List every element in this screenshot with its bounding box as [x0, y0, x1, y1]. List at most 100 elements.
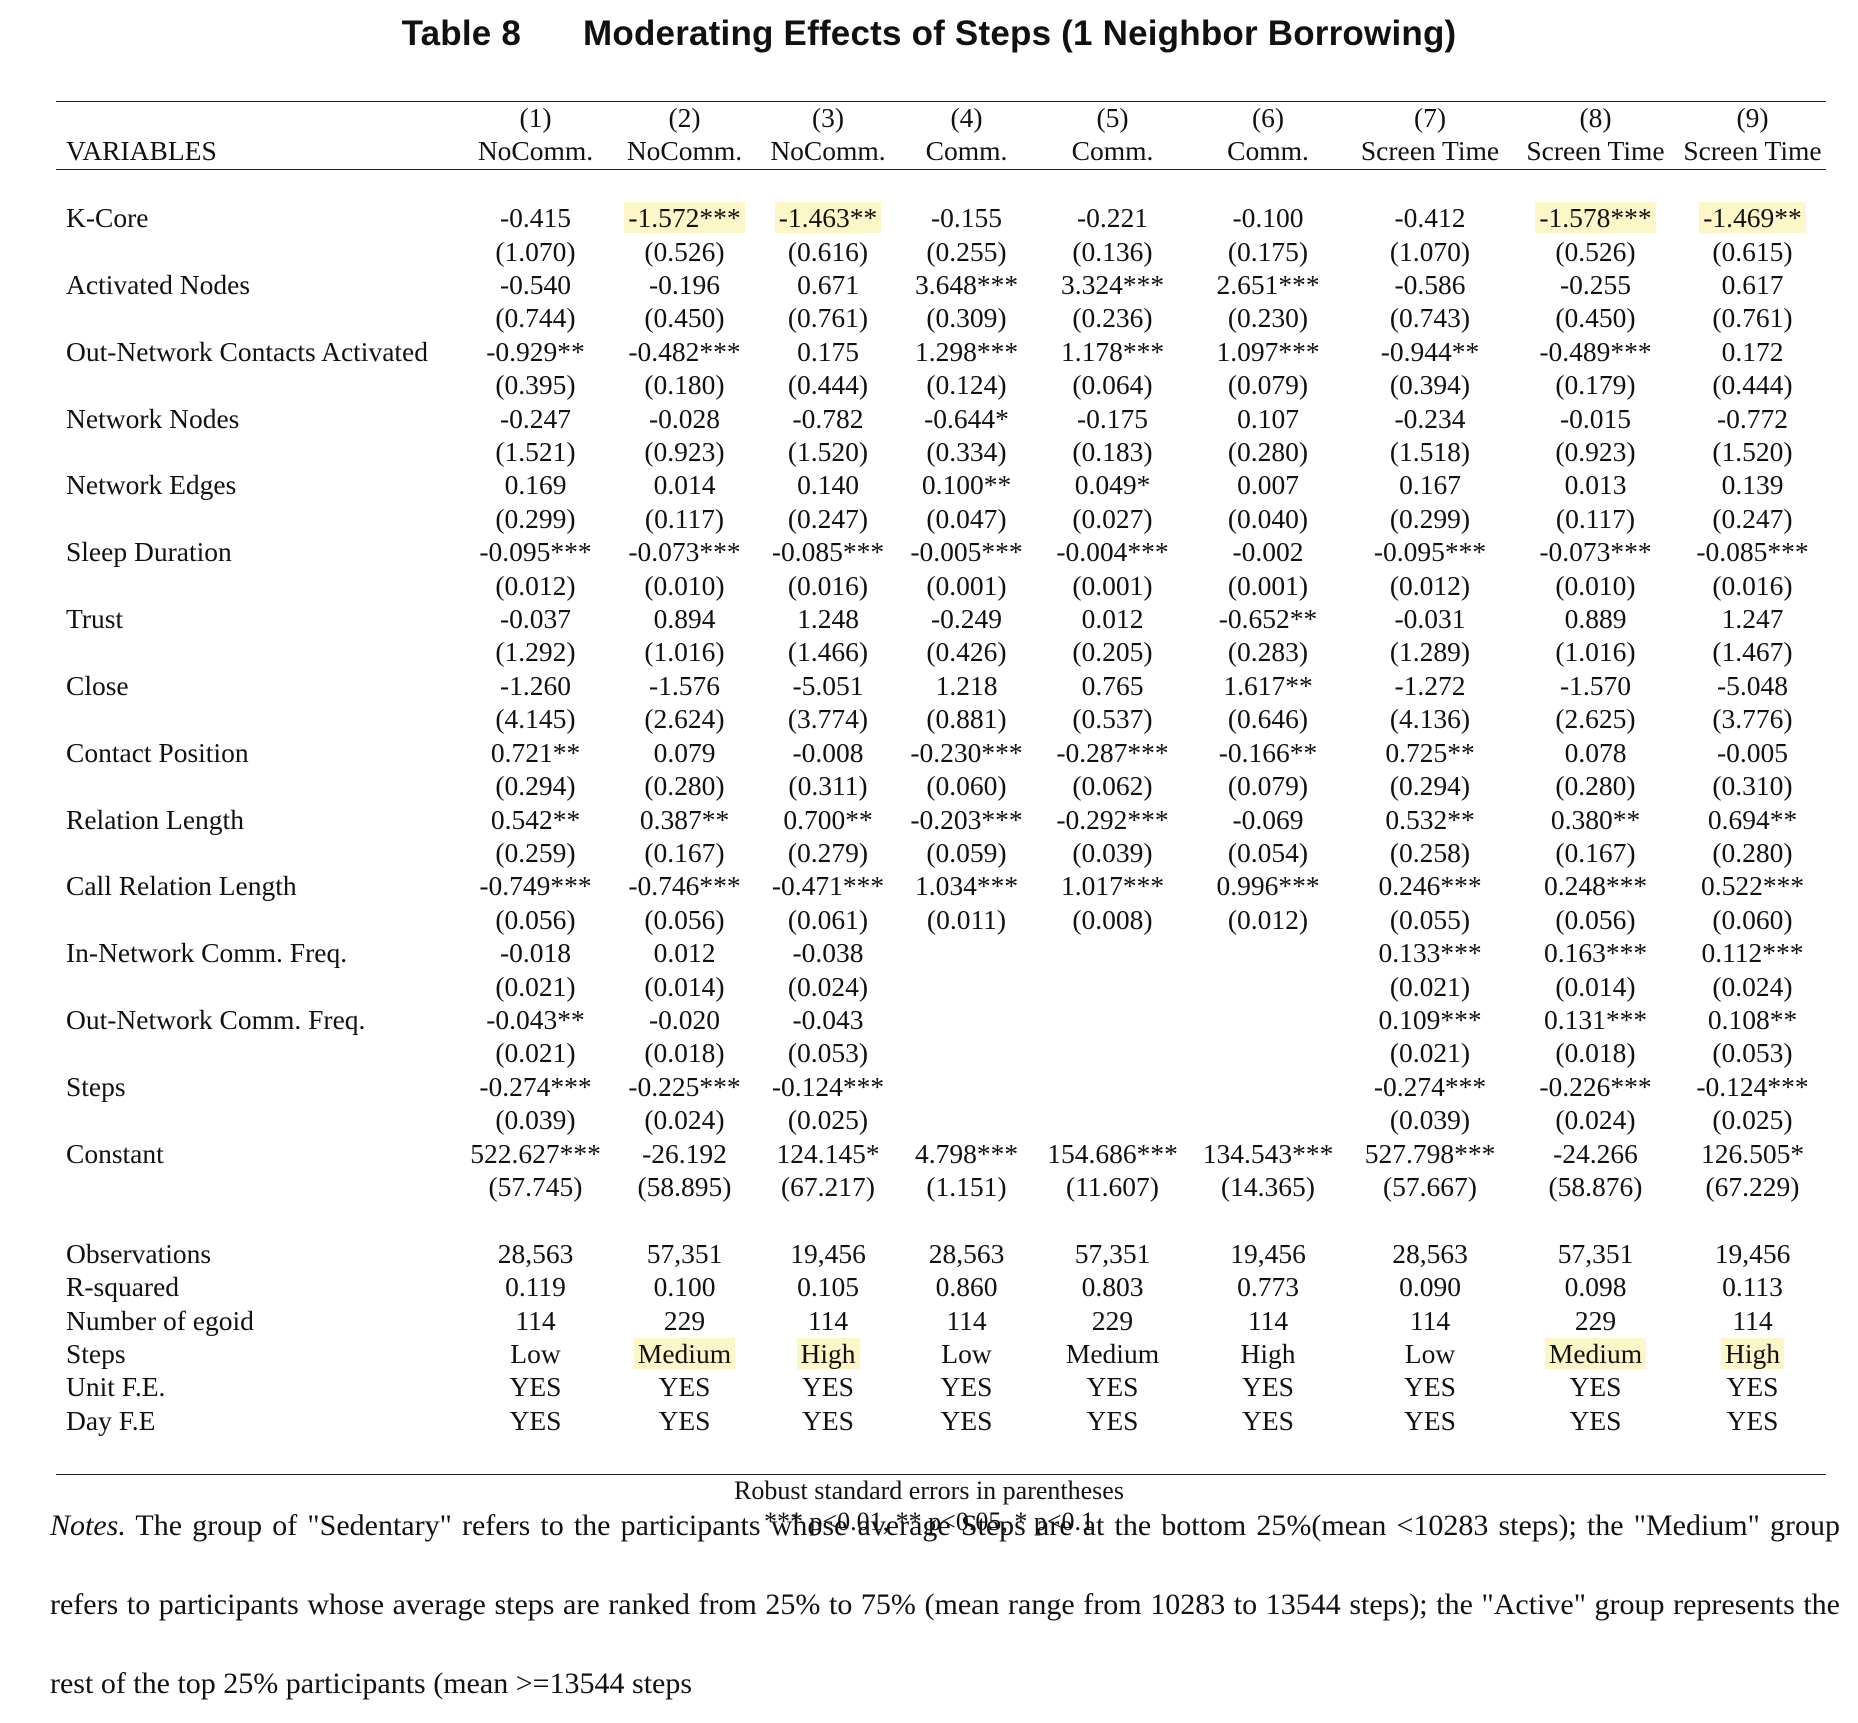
stat-cell: YES — [509, 1404, 562, 1436]
coef-cell: 0.765 — [1081, 669, 1144, 701]
se-row: (1.521) (0.923) (1.520) (0.334) (0.183) (0.28… — [56, 435, 1826, 468]
se-label-blank — [56, 569, 462, 602]
coef-row: Activated Nodes -0.540 -0.196 0.671 3.648***… — [56, 268, 1826, 301]
stat-row: R-squared 0.119 0.100 0.105 0.860 0.803 0.773 0… — [56, 1270, 1826, 1303]
se-cell: (1.467) — [1712, 636, 1793, 668]
se-cell: (0.310) — [1712, 770, 1793, 802]
se-cell: (1.070) — [495, 235, 576, 267]
coef-cell: -0.749*** — [479, 870, 592, 902]
coef-cell: -0.124*** — [771, 1070, 885, 1102]
coef-cell: -0.586 — [1394, 269, 1466, 301]
coef-cell: -0.482*** — [628, 335, 741, 367]
se-cell: (0.167) — [1555, 836, 1636, 868]
se-cell: (1.151) — [926, 1170, 1007, 1202]
coef-cell: 0.049* — [1074, 469, 1151, 501]
se-label-blank — [56, 368, 462, 401]
stat-cell: YES — [802, 1404, 854, 1436]
se-cell: (0.744) — [495, 302, 576, 334]
coef-cell: -0.746*** — [628, 870, 741, 902]
stat-cell: 19,456 — [790, 1237, 866, 1269]
column-number: (7) — [1413, 102, 1447, 133]
se-label-blank — [56, 235, 462, 268]
se-cell: (0.247) — [1712, 502, 1793, 534]
se-cell — [1037, 1036, 1188, 1069]
stat-cell: 0.119 — [505, 1271, 566, 1303]
se-cell: (0.334) — [926, 436, 1007, 468]
stat-cell: 114 — [946, 1304, 987, 1336]
se-cell: (1.016) — [644, 636, 725, 668]
stat-row: Number of egoid 114 229 114 114 229 114 114 229 1… — [56, 1304, 1826, 1337]
column-number: (5) — [1096, 102, 1129, 133]
coef-row: Sleep Duration -0.095*** -0.073*** -0.085**… — [56, 535, 1826, 568]
coef-cell: 0.889 — [1564, 603, 1627, 635]
coef-cell — [896, 1070, 1037, 1103]
coef-cell: 134.543*** — [1202, 1137, 1334, 1169]
coef-row: Constant 522.627*** -26.192 124.145* 4.798**… — [56, 1137, 1826, 1170]
se-cell: (0.258) — [1389, 836, 1471, 868]
se-cell: (0.079) — [1227, 770, 1309, 802]
coef-cell: -0.073*** — [1539, 536, 1652, 568]
coef-row: Trust -0.037 0.894 1.248 -0.249 0.012 -0.652**… — [56, 602, 1826, 635]
stat-cell: 57,351 — [1557, 1237, 1634, 1269]
variable-label: In-Network Comm. Freq. — [66, 937, 348, 969]
se-cell: (0.040) — [1227, 502, 1309, 534]
se-row: (0.021) (0.018) (0.053) (0.021) (0.018) (0.05… — [56, 1036, 1826, 1069]
se-cell: (0.060) — [1712, 903, 1793, 935]
coef-cell: 0.671 — [797, 269, 859, 301]
variable-label: Activated Nodes — [66, 269, 251, 301]
stat-cell: 229 — [663, 1304, 706, 1336]
se-cell: (0.923) — [1555, 436, 1636, 468]
column-name: Comm. — [1071, 135, 1154, 167]
se-cell: (0.024) — [787, 970, 869, 1002]
se-cell: (0.394) — [1389, 369, 1471, 401]
variable-label: Close — [66, 669, 129, 701]
column-number: (4) — [950, 102, 983, 133]
se-cell: (0.179) — [1555, 369, 1636, 401]
coef-cell: -0.028 — [648, 402, 721, 434]
se-cell: (0.054) — [1227, 836, 1309, 868]
coef-cell — [896, 1003, 1037, 1036]
se-cell: (0.183) — [1072, 436, 1153, 468]
coef-cell: -0.005 — [1716, 736, 1789, 768]
coef-cell: 0.694** — [1707, 803, 1798, 835]
se-label-blank — [56, 1036, 462, 1069]
coef-cell: -0.944** — [1380, 335, 1480, 367]
coef-cell: -0.274*** — [1373, 1070, 1487, 1102]
stat-cell: YES — [940, 1371, 993, 1403]
coef-cell: -0.166** — [1218, 736, 1318, 768]
coef-cell: 1.178*** — [1060, 335, 1165, 367]
coef-cell — [1188, 1070, 1348, 1103]
coef-cell: 0.172 — [1721, 335, 1784, 367]
se-cell: (0.136) — [1072, 235, 1153, 267]
se-cell: (0.062) — [1072, 770, 1153, 802]
coef-cell — [1188, 1003, 1348, 1036]
coef-cell: 0.140 — [797, 469, 859, 501]
se-cell: (0.016) — [787, 569, 869, 601]
coef-cell: -0.038 — [792, 937, 864, 969]
coef-row: Network Nodes -0.247 -0.028 -0.782 -0.644* -0… — [56, 402, 1826, 435]
se-label-blank — [56, 435, 462, 468]
se-cell — [896, 970, 1037, 1003]
se-cell: (0.294) — [495, 770, 576, 802]
coef-cell: 0.107 — [1237, 402, 1299, 434]
stat-row: Day F.E YES YES YES YES YES YES YES YES YES — [56, 1404, 1826, 1437]
se-cell — [896, 1036, 1037, 1069]
column-name: NoComm. — [477, 135, 594, 167]
se-cell: (0.056) — [644, 903, 725, 935]
variable-label: Steps — [66, 1070, 126, 1102]
coef-cell: 0.013 — [1564, 469, 1627, 501]
se-cell: (0.444) — [787, 369, 869, 401]
se-cell — [1188, 1103, 1348, 1136]
coef-cell: -0.005*** — [910, 536, 1023, 568]
coef-cell: -0.782 — [792, 402, 864, 434]
stat-cell: 229 — [1091, 1304, 1134, 1336]
se-cell: (0.117) — [644, 502, 725, 534]
se-cell: (0.537) — [1072, 703, 1153, 735]
coef-cell: -1.463** — [774, 202, 882, 234]
se-cell: (0.021) — [495, 970, 576, 1002]
se-cell — [1037, 970, 1188, 1003]
se-cell: (0.014) — [1555, 970, 1636, 1002]
coef-cell: 0.700** — [783, 803, 873, 835]
se-cell: (0.024) — [644, 1104, 725, 1136]
variable-label: Constant — [66, 1137, 164, 1169]
